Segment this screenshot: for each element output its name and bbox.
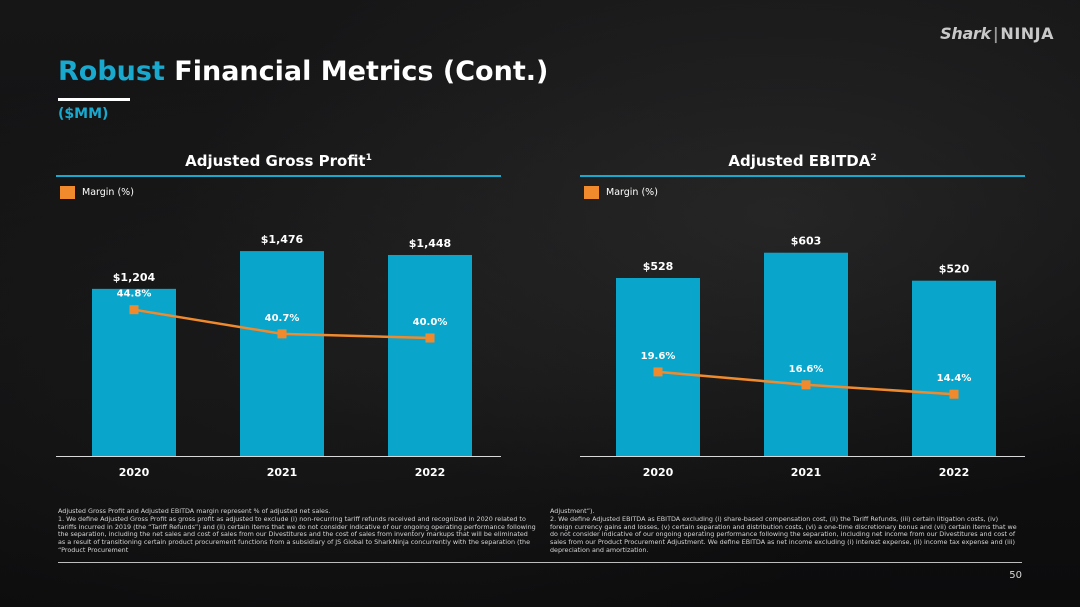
chart-title-footnote: 2 — [870, 153, 877, 163]
margin-value-label: 44.8% — [117, 289, 152, 300]
slide-title: Robust Financial Metrics (Cont.) — [58, 56, 548, 87]
footer-rule — [58, 562, 1022, 563]
bar-value-label: $520 — [939, 263, 970, 276]
page-number: 50 — [1009, 570, 1022, 581]
bar-value-label: $528 — [643, 260, 674, 273]
chart-legend: Margin (%) — [60, 186, 134, 199]
title-underline — [58, 98, 130, 101]
x-tick-label: 2022 — [415, 466, 446, 479]
legend-label: Margin (%) — [82, 187, 134, 198]
footnotes-right: Adjustment”). 2. We define Adjusted EBIT… — [550, 507, 1020, 555]
chart-title-text: Adjusted Gross Profit — [185, 152, 366, 170]
chart-title-rule — [580, 175, 1025, 177]
margin-value-label: 16.6% — [789, 364, 824, 375]
bar — [388, 254, 472, 456]
legend-swatch — [60, 186, 75, 199]
chart-legend: Margin (%) — [584, 186, 658, 199]
x-tick-label: 2021 — [267, 466, 298, 479]
units-label: ($MM) — [58, 106, 109, 122]
slide-title-accent: Robust — [58, 56, 165, 87]
ebitda-chart: Adjusted EBITDA2 Margin (%) $528 $603 $520… — [580, 148, 1025, 488]
footnote-text: 1. We define Adjusted Gross Profit as gr… — [58, 514, 536, 554]
logo-text-ninja: NINJA — [1000, 24, 1054, 43]
bar — [616, 277, 700, 456]
footnote-text: 2. We define Adjusted EBITDA as EBITDA e… — [550, 514, 1017, 554]
x-tick-label: 2020 — [643, 466, 674, 479]
slide-title-rest: Financial Metrics (Cont.) — [164, 56, 549, 87]
bar-value-label: $1,204 — [113, 271, 156, 284]
margin-marker — [129, 305, 139, 315]
x-tick-label: 2022 — [939, 466, 970, 479]
margin-marker — [801, 380, 811, 390]
legend-swatch — [584, 186, 599, 199]
margin-value-label: 40.0% — [413, 317, 448, 328]
chart-title-footnote: 1 — [365, 153, 372, 163]
chart-title-text: Adjusted EBITDA — [728, 152, 871, 170]
x-tick-label: 2021 — [791, 466, 822, 479]
margin-marker — [949, 389, 959, 399]
bar — [240, 251, 324, 456]
gross-profit-chart-plot: $1,204 $1,476 $1,448 2020 2021 2022 44.8% 40.7%… — [56, 233, 501, 479]
margin-value-label: 19.6% — [641, 351, 676, 362]
margin-marker — [277, 329, 287, 339]
footnote-text: Adjusted Gross Profit and Adjusted EBITD… — [58, 507, 331, 515]
margin-value-label: 14.4% — [937, 373, 972, 384]
bar-value-label: $1,476 — [261, 233, 304, 246]
footnote-text: Adjustment”). — [550, 507, 595, 515]
logo-text-shark: Shark — [940, 24, 991, 43]
footnotes-left: Adjusted Gross Profit and Adjusted EBITD… — [58, 507, 536, 555]
bar-value-label: $1,448 — [409, 237, 451, 250]
margin-marker — [425, 333, 435, 343]
bar — [92, 288, 176, 456]
margin-value-label: 40.7% — [265, 313, 300, 324]
margin-marker — [653, 367, 663, 377]
chart-title-rule — [56, 175, 501, 177]
sharkninja-logo: Shark | NINJA — [940, 24, 1054, 43]
chart-title: Adjusted Gross Profit1 — [56, 152, 501, 170]
ebitda-chart-plot: $528 $603 $520 2020 2021 2022 19.6% 16.6% 14.4% — [580, 235, 1025, 479]
gross-profit-chart: Adjusted Gross Profit1 Margin (%) $1,204… — [56, 148, 501, 488]
bar — [764, 252, 848, 456]
bar-value-label: $603 — [791, 235, 822, 248]
chart-title: Adjusted EBITDA2 — [580, 152, 1025, 170]
bar — [912, 280, 996, 456]
x-tick-label: 2020 — [119, 466, 150, 479]
legend-label: Margin (%) — [606, 187, 658, 198]
